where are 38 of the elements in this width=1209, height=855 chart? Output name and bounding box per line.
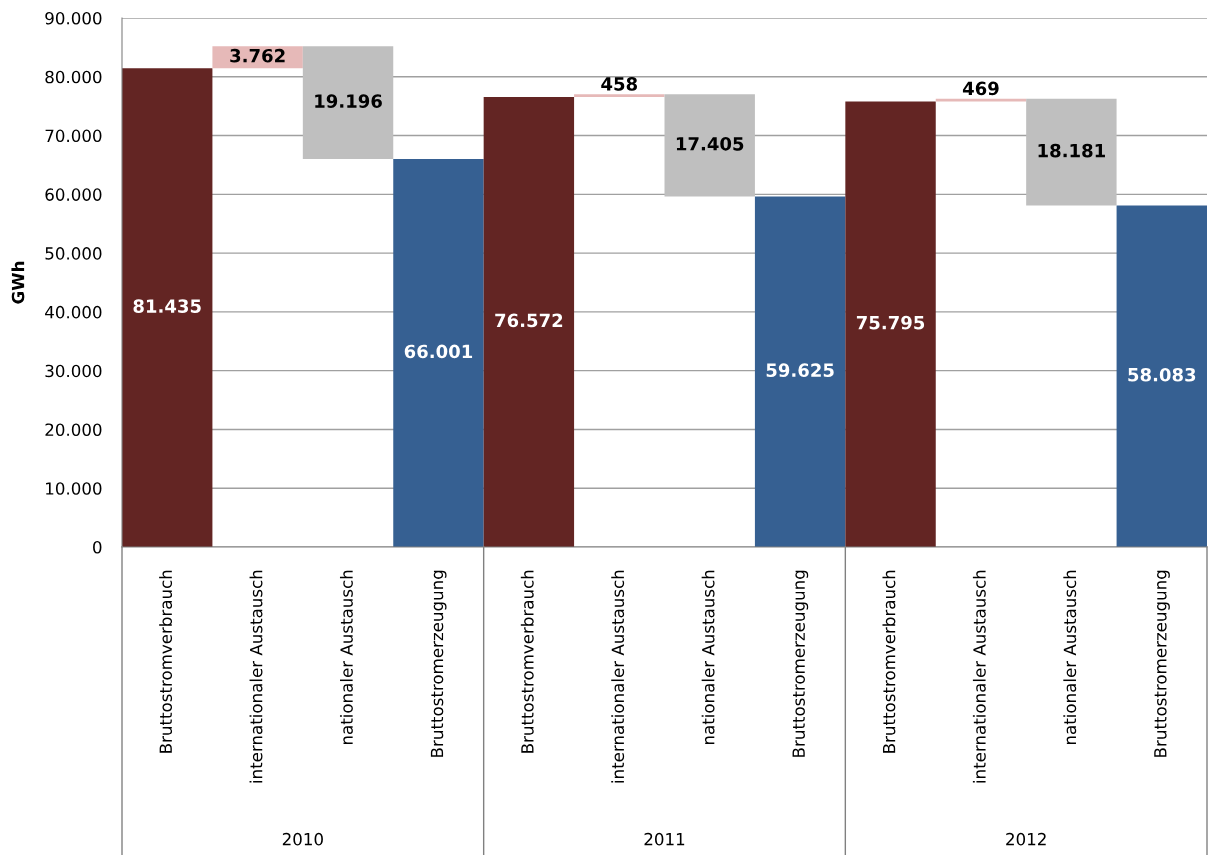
data-label: 75.795	[856, 315, 925, 330]
data-label: 81.435	[133, 299, 201, 313]
y-tick-label: 20.000	[45, 423, 102, 437]
y-tick-label: 60.000	[45, 188, 102, 201]
x-tick-label: Bruttostromerzeugung	[430, 570, 447, 757]
y-tick-label: 50.000	[45, 247, 102, 260]
x-tick-label: internationaler Austausch	[249, 570, 263, 783]
x-tick-label: Bruttostromerzeugung	[1154, 570, 1170, 757]
x-tick-label: nationaler Austausch	[1063, 570, 1077, 745]
y-tick-label: 90.000	[45, 11, 102, 25]
x-tick-label: Bruttostromverbrauch	[159, 570, 173, 753]
data-label: 59.625	[766, 363, 834, 378]
data-label: 19.196	[315, 94, 382, 108]
y-tick-label: 70.000	[45, 129, 102, 143]
x-tick-label: Bruttostromerzeugung	[792, 570, 809, 757]
text: 2011	[644, 832, 685, 846]
data-label: 469	[962, 81, 999, 96]
data-label: 66.001	[404, 344, 473, 359]
text: 2012	[1006, 832, 1046, 846]
data-label: 76.572	[495, 313, 563, 328]
y-tick-label: 80.000	[45, 70, 102, 84]
y-tick-label: 30.000	[45, 364, 102, 378]
data-label: 458	[601, 77, 638, 91]
x-tick-label: Bruttostromverbrauch	[520, 570, 534, 753]
data-label: 17.405	[676, 136, 744, 151]
x-tick-label: internationaler Austausch	[611, 570, 625, 783]
x-tick-label: nationaler Austausch	[339, 570, 353, 745]
data-label: 3.762	[230, 48, 285, 63]
x-tick-label: nationaler Austausch	[701, 570, 715, 745]
y-tick-label: 10.000	[46, 482, 102, 495]
x-tick-label: internationaler Austausch	[972, 570, 986, 783]
y-tick-label: 40.000	[45, 305, 102, 319]
x-tick-label: Bruttostromverbrauch	[882, 570, 896, 753]
data-label: 18.181	[1038, 143, 1105, 158]
y-tick-label: 0	[93, 540, 102, 554]
y-axis-title: GWh	[11, 261, 25, 304]
text: 2010	[282, 832, 323, 846]
data-label: 58.083	[1128, 367, 1196, 382]
